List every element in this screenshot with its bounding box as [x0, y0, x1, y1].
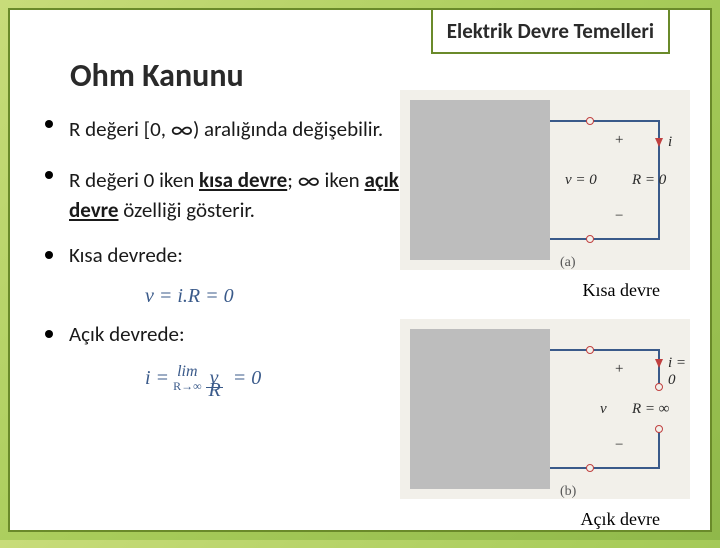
page-title: Ohm Kanunu — [70, 56, 244, 95]
bullet-1: R değeri [0, ∞) aralığında değişebilir. — [45, 110, 405, 145]
node-icon — [586, 464, 594, 472]
bullet-2: R değeri 0 iken kısa devre; ∞ iken açık … — [45, 161, 405, 224]
bullet-2-text: R değeri 0 iken kısa devre; ∞ iken açık … — [69, 161, 405, 224]
R-label: R = 0 — [632, 172, 666, 189]
bullet-4: Açık devrede: — [45, 320, 405, 348]
v-label: v — [600, 401, 607, 418]
slide-frame: Elektrik Devre Temelleri Ohm Kanunu R de… — [8, 8, 712, 532]
v-label: v = 0 — [565, 172, 597, 189]
fig-label-b: (b) — [560, 484, 576, 500]
node-icon — [586, 235, 594, 243]
bullet-3-text: Kısa devrede: — [69, 241, 183, 269]
bullet-dot — [45, 120, 53, 128]
current-arrow-icon — [655, 359, 663, 368]
equation-2: i = lim R→∞ v R = 0 — [145, 364, 405, 392]
bullet-4-text: Açık devrede: — [69, 320, 185, 348]
content-area: R değeri [0, ∞) aralığında değişebilir. … — [45, 110, 405, 404]
bullet-1-text: R değeri [0, ∞) aralığında değişebilir. — [69, 110, 383, 145]
fig-label-a: (a) — [560, 255, 576, 271]
equation-1: v = i.R = 0 — [145, 285, 405, 308]
plus-label: + — [615, 132, 623, 149]
node-icon — [655, 425, 663, 433]
wire — [658, 429, 660, 469]
circuit-short: + − i v = 0 R = 0 (a) — [400, 90, 690, 270]
current-arrow-icon — [655, 138, 663, 147]
node-icon — [655, 383, 663, 391]
diagram-area: + − i v = 0 R = 0 (a) Kısa devre — [400, 90, 690, 548]
plus-label: + — [615, 361, 623, 378]
wire — [550, 120, 660, 122]
i-label: i = 0 — [668, 355, 690, 389]
bullet-3: Kısa devrede: — [45, 241, 405, 269]
i-label: i — [668, 134, 672, 151]
circuit-open: + − i = 0 v R = ∞ (b) — [400, 319, 690, 499]
wire — [550, 238, 660, 240]
minus-label: − — [615, 437, 623, 454]
bullet-dot — [45, 171, 53, 179]
header-label: Elektrik Devre Temelleri — [431, 8, 670, 54]
R-label: R = ∞ — [632, 401, 669, 418]
caption-open: Açık devre — [400, 509, 690, 530]
wire — [550, 467, 660, 469]
bullet-dot — [45, 330, 53, 338]
bullet-dot — [45, 251, 53, 259]
wire — [550, 349, 660, 351]
minus-label: − — [615, 208, 623, 225]
source-box — [410, 100, 550, 260]
source-box — [410, 329, 550, 489]
caption-short: Kısa devre — [400, 280, 690, 301]
wire — [658, 349, 660, 387]
node-icon — [586, 346, 594, 354]
node-icon — [586, 117, 594, 125]
